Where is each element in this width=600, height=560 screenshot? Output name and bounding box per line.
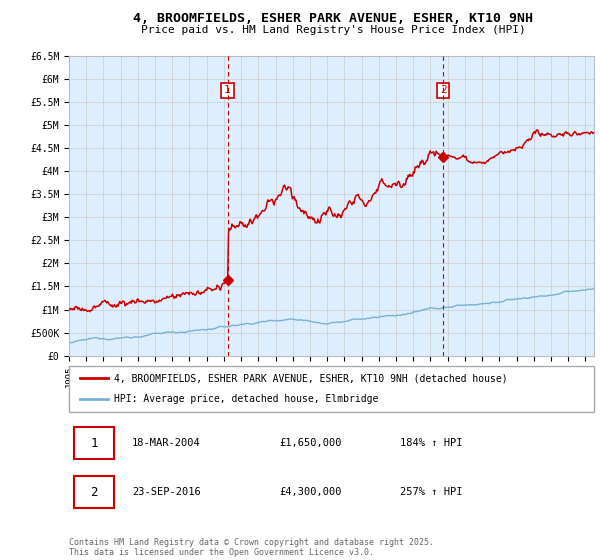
Text: 4, BROOMFIELDS, ESHER PARK AVENUE, ESHER, KT10 9NH (detached house): 4, BROOMFIELDS, ESHER PARK AVENUE, ESHER… — [113, 373, 507, 383]
Text: 1: 1 — [91, 437, 98, 450]
Text: 4, BROOMFIELDS, ESHER PARK AVENUE, ESHER, KT10 9NH: 4, BROOMFIELDS, ESHER PARK AVENUE, ESHER… — [133, 12, 533, 25]
Text: Price paid vs. HM Land Registry's House Price Index (HPI): Price paid vs. HM Land Registry's House … — [140, 25, 526, 35]
Text: 184% ↑ HPI: 184% ↑ HPI — [400, 438, 462, 448]
Text: HPI: Average price, detached house, Elmbridge: HPI: Average price, detached house, Elmb… — [113, 394, 378, 404]
FancyBboxPatch shape — [69, 366, 594, 412]
Text: 23-SEP-2016: 23-SEP-2016 — [132, 487, 201, 497]
Text: 2: 2 — [440, 86, 446, 95]
Text: Contains HM Land Registry data © Crown copyright and database right 2025.
This d: Contains HM Land Registry data © Crown c… — [69, 538, 434, 557]
Text: 2: 2 — [91, 486, 98, 498]
Text: £4,300,000: £4,300,000 — [279, 487, 341, 497]
Text: 18-MAR-2004: 18-MAR-2004 — [132, 438, 201, 448]
Text: £1,650,000: £1,650,000 — [279, 438, 341, 448]
Text: 1: 1 — [224, 86, 231, 95]
Text: 257% ↑ HPI: 257% ↑ HPI — [400, 487, 462, 497]
